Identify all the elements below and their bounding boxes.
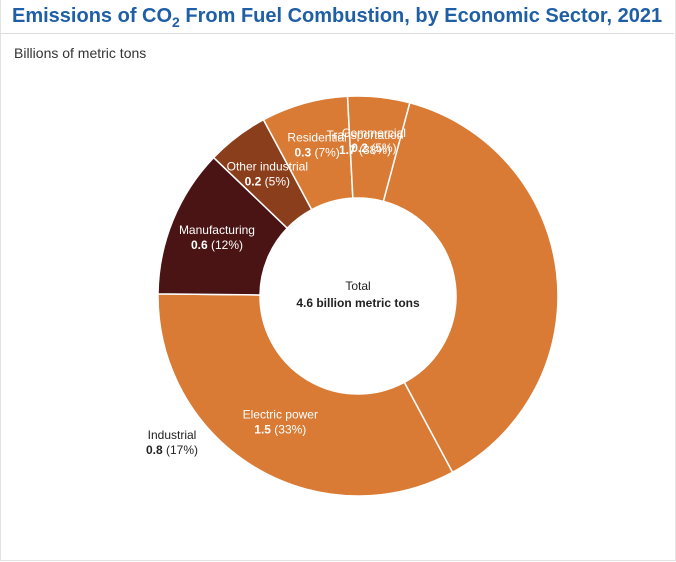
slice-value-other-industrial: 0.2 (5%) <box>245 175 290 189</box>
slice-value-manufacturing: 0.6 (12%) <box>191 238 243 252</box>
slice-label-residential: Residential <box>287 131 346 145</box>
slice-value-electric-power: 1.5 (33%) <box>254 422 306 436</box>
slice-label-industrial-group: Industrial <box>148 428 197 442</box>
slice-transportation <box>382 101 559 474</box>
title-divider <box>0 33 674 34</box>
slice-label-electric-power: Electric power <box>243 407 318 421</box>
page-title: Emissions of CO2 From Fuel Combustion, b… <box>12 5 663 30</box>
center-label-value: 4.6 billion metric tons <box>296 296 420 310</box>
chart-subtitle: Billions of metric tons <box>14 45 147 61</box>
slice-label-commercial: Commercial <box>342 126 406 140</box>
center-label-total: Total <box>345 279 370 293</box>
slice-label-other-industrial: Other industrial <box>227 160 308 174</box>
slice-commercial <box>346 95 411 203</box>
slice-label-transportation: Transportation <box>327 128 404 142</box>
slice-value-industrial-group: 0.8 (17%) <box>146 443 198 457</box>
slice-electric-power <box>157 293 454 497</box>
slice-value-commercial: 0.2 (5%) <box>351 141 396 155</box>
slice-label-manufacturing: Manufacturing <box>179 223 255 237</box>
slice-value-transportation: 1.7 (38%) <box>339 143 391 157</box>
slice-value-residential: 0.3 (7%) <box>294 146 339 160</box>
